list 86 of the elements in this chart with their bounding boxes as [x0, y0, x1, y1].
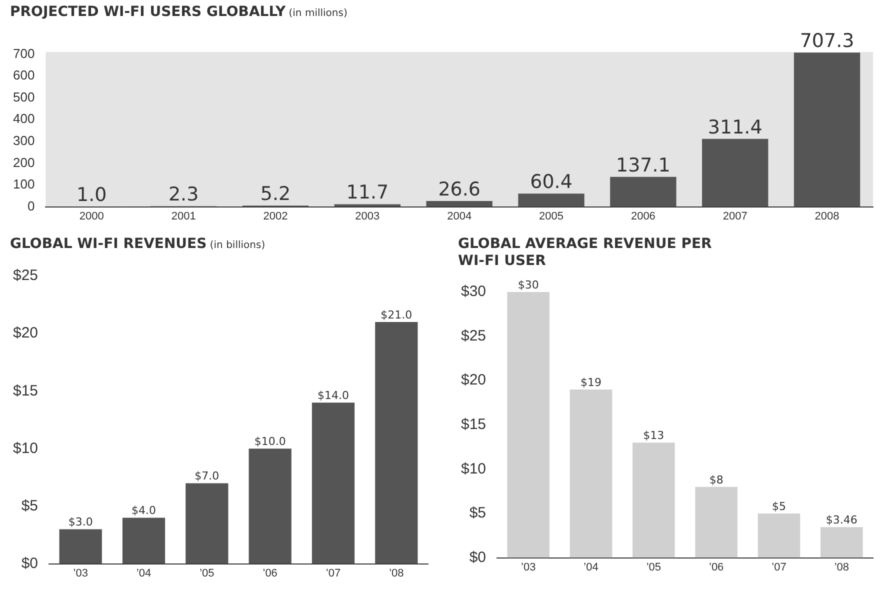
- y-tick-label: $20: [460, 372, 486, 389]
- y-tick-label: $25: [12, 267, 38, 284]
- x-tick-label: ’04: [136, 567, 152, 580]
- data-label: 707.3: [800, 30, 854, 52]
- data-label: 11.7: [346, 182, 389, 204]
- y-tick-label: $30: [460, 283, 486, 300]
- y-tick-label: 100: [12, 176, 35, 192]
- data-label: 2.3: [168, 184, 199, 206]
- data-label: $7.0: [194, 470, 220, 483]
- data-label: $21.0: [380, 308, 412, 322]
- data-label: 137.1: [616, 154, 670, 176]
- bar: [507, 292, 550, 558]
- x-tick-label: ’05: [646, 561, 662, 574]
- x-tick-label: ’08: [834, 561, 850, 574]
- x-tick-label: ’03: [521, 561, 536, 574]
- data-label: $30: [518, 278, 539, 292]
- bar: [426, 201, 492, 207]
- chart-title: PROJECTED WI-FI USERS GLOBALLY: [10, 4, 286, 20]
- y-tick-label: $15: [460, 416, 486, 434]
- y-tick-label: 0: [27, 198, 35, 214]
- x-tick-label: ’06: [709, 561, 724, 574]
- data-label: 5.2: [260, 183, 291, 206]
- data-label: $5: [772, 500, 786, 513]
- bar: [610, 176, 676, 207]
- y-tick-label: 200: [12, 154, 35, 170]
- x-tick-label: ’04: [584, 561, 598, 574]
- chart-title: GLOBAL WI-FI REVENUES: [10, 236, 207, 252]
- x-tick-label: ’07: [326, 567, 341, 580]
- bar: [334, 204, 401, 207]
- x-tick-label: 2004: [447, 210, 472, 222]
- bar: [59, 529, 102, 564]
- bar: [570, 389, 612, 558]
- x-tick-label: 2002: [263, 210, 288, 222]
- bar: [820, 527, 863, 558]
- x-tick-label: 2003: [355, 210, 380, 222]
- x-tick-label: 2007: [722, 210, 748, 222]
- bar: [794, 52, 860, 207]
- y-tick-label: $15: [12, 382, 38, 400]
- y-tick-label: $5: [21, 497, 38, 514]
- y-tick-label: $25: [460, 327, 486, 344]
- data-label: $3.0: [68, 516, 93, 529]
- data-label: $10.0: [254, 435, 286, 448]
- y-tick-label: $0: [21, 554, 38, 572]
- x-tick-label: 2006: [630, 210, 656, 222]
- x-tick-label: ’03: [73, 567, 88, 580]
- y-tick-label: 600: [12, 68, 35, 83]
- x-tick-label: 2001: [171, 210, 196, 222]
- data-label: $3.46: [826, 514, 858, 527]
- bar: [122, 518, 166, 564]
- bar: [695, 486, 738, 558]
- x-tick-label: ’08: [389, 567, 404, 580]
- y-tick-label: $10: [460, 460, 486, 478]
- bar: [632, 442, 675, 558]
- chart-subtitle: (in billions): [208, 240, 266, 251]
- bar: [518, 194, 584, 207]
- y-tick-label: 300: [12, 132, 35, 148]
- x-tick-label: ’07: [772, 561, 786, 574]
- chart-title: GLOBAL AVERAGE REVENUE PER WI-FI USER: [458, 236, 712, 269]
- x-tick-label: 2005: [539, 210, 564, 222]
- data-label: $8: [709, 473, 724, 486]
- x-tick-label: 2000: [79, 210, 104, 222]
- data-label: $4.0: [132, 504, 156, 518]
- data-label: 60.4: [530, 171, 572, 194]
- bar: [702, 138, 768, 207]
- x-tick-label: ’05: [200, 567, 214, 580]
- y-tick-label: $10: [12, 440, 38, 457]
- x-tick-label: 2008: [814, 210, 840, 222]
- data-label: 1.0: [76, 184, 107, 206]
- y-tick-label: 700: [12, 46, 35, 61]
- chart-subtitle: (in millions): [288, 8, 348, 19]
- bar: [375, 322, 418, 564]
- bar: [248, 448, 292, 564]
- y-tick-label: $5: [469, 504, 486, 522]
- data-label: $19: [580, 376, 602, 389]
- y-tick-label: 500: [12, 89, 35, 104]
- y-tick-label: $0: [469, 548, 486, 566]
- bar: [186, 483, 228, 564]
- y-tick-label: 400: [12, 111, 35, 126]
- data-label: 26.6: [438, 178, 480, 200]
- bar: [312, 402, 355, 564]
- x-tick-label: ’06: [262, 567, 278, 580]
- data-label: 311.4: [708, 116, 762, 138]
- y-tick-label: $20: [12, 324, 38, 342]
- bar: [758, 514, 800, 558]
- data-label: $13: [643, 428, 664, 442]
- data-label: $14.0: [318, 388, 350, 402]
